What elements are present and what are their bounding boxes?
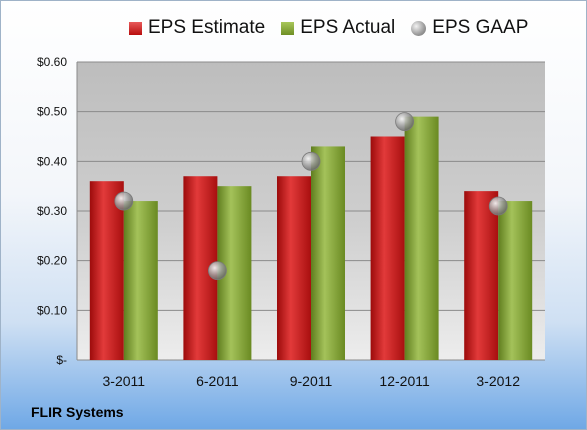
x-tick-label: 6-2011 (196, 373, 239, 389)
legend-label-gaap: EPS GAAP (432, 17, 529, 38)
bar-eps-estimate (277, 176, 311, 360)
legend-swatch-actual (281, 21, 295, 35)
legend-item-gaap: EPS GAAP (411, 17, 528, 39)
legend-item-actual: EPS Actual (281, 17, 395, 39)
x-tick-label: 12-2011 (379, 373, 430, 389)
y-tick-label: $- (56, 353, 67, 367)
y-tick-label: $0.10 (37, 303, 67, 317)
legend: EPS Estimate EPS Actual EPS GAAP (129, 17, 528, 39)
marker-eps-gaap (395, 112, 415, 131)
marker-eps-gaap (301, 151, 321, 171)
footer-label: FLIR Systems (31, 404, 124, 420)
x-tick-label: 9-2011 (290, 373, 333, 389)
x-tick-label: 3-2012 (476, 373, 520, 389)
marker-eps-gaap (207, 261, 227, 281)
legend-swatch-gaap (411, 20, 427, 36)
y-tick-label: $0.50 (37, 105, 67, 119)
marker-eps-gaap (488, 196, 508, 216)
bar-eps-actual (311, 146, 345, 360)
bar-eps-actual (123, 201, 158, 360)
bar-eps-estimate (89, 181, 124, 360)
legend-swatch-estimate (129, 21, 142, 35)
y-tick-label: $0.20 (37, 254, 67, 268)
y-tick-label: $0.60 (37, 55, 67, 69)
legend-label-actual: EPS Actual (300, 17, 396, 38)
marker-eps-gaap (114, 191, 134, 211)
legend-item-estimate: EPS Estimate (129, 17, 265, 39)
y-tick-label: $0.40 (37, 154, 67, 168)
bar-eps-actual (404, 116, 439, 360)
x-tick-label: 3-2011 (103, 373, 146, 389)
bar-eps-estimate (464, 191, 499, 360)
legend-label-estimate: EPS Estimate (148, 17, 266, 38)
bar-eps-actual (498, 201, 533, 360)
y-tick-label: $0.30 (37, 204, 67, 218)
bar-eps-estimate (370, 136, 405, 360)
